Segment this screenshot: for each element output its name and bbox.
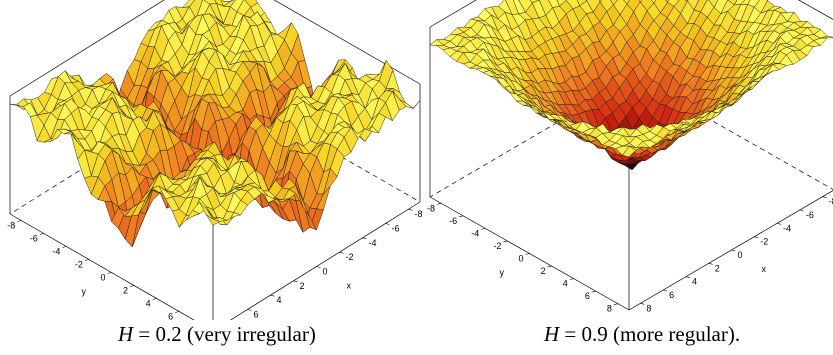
y-tick-label: 4 [146,299,151,309]
caption-left-text: (very irregular) [187,322,316,346]
surface-cell [206,214,221,226]
x-axis-label: x [347,281,352,291]
x-tick-label: 4 [277,295,282,305]
y-tick-label: 6 [168,312,173,321]
x-tick-label: -4 [783,223,791,233]
caption-left-value: = 0.2 [138,322,182,346]
caption-left: H = 0.2 (very irregular) [118,322,316,347]
y-axis-label: y [500,268,505,278]
caption-right: H = 0.9 (more regular). [544,322,740,347]
caption-right-text: (more regular). [613,322,741,346]
y-tick-label: -4 [471,228,479,238]
x-tick-label: 4 [692,277,697,287]
y-tick-label: -8 [427,203,435,213]
y-tick-label: -2 [75,260,83,270]
x-tick-label: -8 [829,197,833,207]
y-axis-label: y [82,287,87,297]
x-tick-label: -2 [346,252,354,262]
surface-cell [622,145,637,158]
axis-ticks: -8 -6 -4 -2 0 2 4 6 8 -8 -6 -4 -2 0 2 4 6 8 [427,196,833,314]
caption-left-symbol: H [118,322,134,346]
caption-right-value: = 0.9 [564,322,608,346]
y-tick-label: 2 [541,266,546,276]
surface-mesh [429,0,833,171]
x-tick-label: -2 [760,237,768,247]
y-tick-label: 8 [607,304,612,314]
y-tick-label: 2 [123,286,128,296]
x-tick-label: 8 [646,303,651,313]
surface-mesh [9,0,421,248]
x-tick-label: -6 [806,210,814,220]
x-tick-label: 0 [738,250,743,260]
y-tick-label: -8 [7,221,15,231]
x-tick-label: -4 [369,238,377,248]
x-tick-label: 6 [669,290,674,300]
x-tick-label: 6 [254,310,259,320]
y-tick-label: -6 [449,216,457,226]
y-tick-label: -6 [30,234,38,244]
x-axis-label: x [762,264,767,274]
x-tick-label: 2 [300,281,305,291]
y-tick-label: -2 [493,241,501,251]
x-tick-label: 0 [323,267,328,277]
surface-plot-right: -8 -6 -4 -2 0 2 4 6 8 -8 -6 -4 -2 0 2 4 6 8 y x [427,0,833,314]
y-tick-label: -4 [52,247,60,257]
x-tick-label: -6 [392,224,400,234]
y-tick-label: 4 [563,279,568,289]
x-tick-label: 2 [715,263,720,273]
caption-right-symbol: H [544,322,560,346]
y-tick-label: 0 [100,273,105,283]
y-tick-label: 6 [585,291,590,301]
y-tick-label: 0 [518,254,523,264]
x-tick-label: -8 [415,209,423,219]
